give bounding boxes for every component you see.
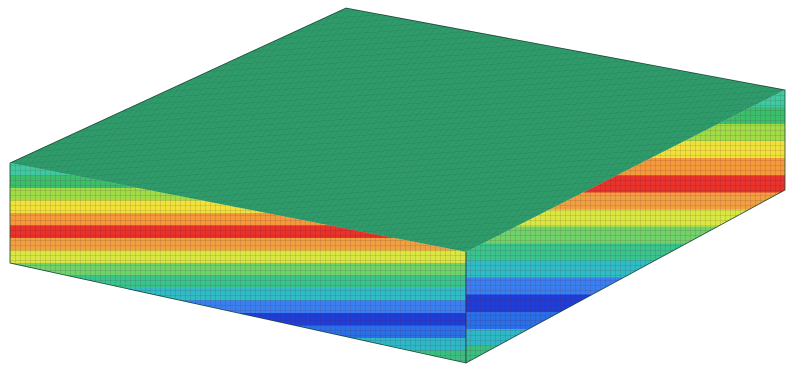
right-face-mesh xyxy=(466,90,785,363)
plate-outline xyxy=(9,7,786,364)
top-face-mesh xyxy=(10,8,785,252)
front-face-mesh xyxy=(10,163,466,363)
